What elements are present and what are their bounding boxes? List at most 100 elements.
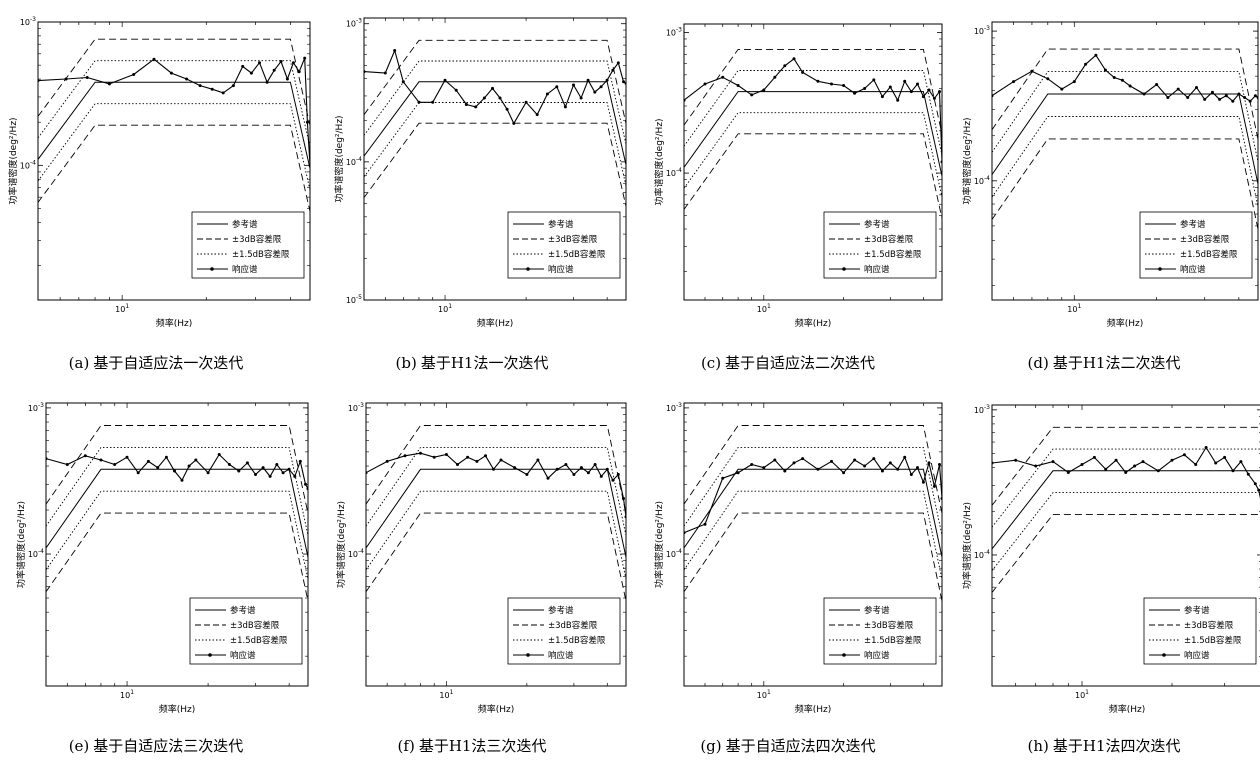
response-point [703, 82, 707, 86]
response-point [1239, 460, 1243, 464]
plot-area [364, 39, 626, 207]
panel-caption: (c) 基于自适应法二次迭代 [632, 352, 944, 373]
plot-area [992, 48, 1258, 230]
y-tick-label: 10-3 [346, 18, 362, 29]
caption-label: (f) [397, 737, 415, 755]
caption-text: 基于自适应法一次迭代 [93, 354, 244, 372]
response-point [1223, 455, 1227, 459]
response-point [1186, 96, 1190, 99]
response-line [684, 57, 942, 162]
legend-response-marker [526, 267, 530, 271]
y-tick-label: 10-4 [346, 156, 362, 167]
response-point [572, 473, 576, 476]
response-point [927, 461, 931, 465]
response-point [279, 60, 283, 63]
response-point [287, 467, 291, 471]
response-point [903, 79, 907, 83]
response-point [1084, 62, 1088, 66]
response-point [1176, 87, 1180, 91]
response-point [863, 87, 867, 90]
response-point [385, 459, 389, 463]
response-point [64, 77, 68, 81]
response-point [1253, 94, 1257, 98]
panel-caption: (h) 基于H1法四次迭代 [948, 735, 1260, 756]
response-point [611, 478, 615, 482]
response-point [1170, 458, 1174, 462]
response-point [1114, 458, 1118, 462]
response-point [536, 458, 540, 462]
upper-1p5db-line [992, 71, 1258, 162]
response-point [1046, 77, 1050, 81]
response-point [888, 85, 892, 89]
response-point [830, 82, 833, 86]
legend-response-marker [210, 267, 214, 271]
response-point [146, 459, 150, 463]
response-point [1080, 463, 1084, 466]
legend-3db-label: ±3dB容差限 [548, 620, 598, 631]
response-point [750, 93, 754, 97]
plot-frame [683, 402, 943, 687]
response-point [484, 454, 487, 458]
reference-line [364, 81, 626, 166]
response-point [586, 78, 590, 82]
response-point [169, 71, 173, 75]
response-point [624, 515, 626, 519]
response-point [830, 459, 833, 463]
response-point [1141, 460, 1145, 464]
response-point [258, 61, 261, 65]
x-axis-label: 频率(Hz) [795, 703, 832, 715]
plot-area [992, 426, 1260, 593]
response-point [863, 464, 867, 468]
plot-area [684, 425, 942, 602]
response-point [303, 56, 307, 60]
response-point [816, 467, 820, 471]
response-point [152, 57, 156, 61]
chart-svg: 10-3 10-4 10-5 101 频率(Hz) 功率谱密度(deg²/Hz) 参考谱 ±3… [333, 17, 627, 329]
response-point [366, 471, 368, 475]
response-point [916, 82, 919, 86]
response-point [1060, 87, 1064, 91]
response-point [505, 107, 509, 111]
response-point [1104, 467, 1108, 471]
legend-response-marker [526, 653, 530, 657]
response-point [927, 88, 931, 92]
plot-frame [365, 402, 627, 687]
legend-reference-label: 参考谱 [1184, 605, 1210, 616]
panel-caption: (a) 基于自适应法一次迭代 [0, 352, 312, 373]
response-point [431, 100, 435, 104]
y-tick-label: 10-4 [666, 548, 682, 559]
legend-box [507, 597, 621, 665]
plot-area [684, 48, 942, 219]
legend-3db-label: ±3dB容差限 [1180, 234, 1230, 245]
upper-3db-line [364, 39, 626, 124]
response-point [1155, 83, 1159, 86]
response-point [572, 83, 575, 87]
caption-label: (b) [395, 354, 417, 372]
response-point [853, 91, 857, 95]
legend-reference-label: 参考谱 [1180, 219, 1206, 230]
response-point [443, 78, 447, 82]
response-point [107, 82, 111, 86]
response-point [305, 120, 309, 124]
response-point [903, 455, 907, 459]
legend-1p5db-label: ±1.5dB容差限 [864, 249, 922, 260]
response-point [1051, 460, 1055, 464]
response-point [304, 482, 307, 486]
plot-area [366, 425, 626, 602]
lower-3db-line [992, 138, 1258, 230]
response-point [383, 71, 387, 75]
response-point [164, 455, 168, 459]
plot-frame [991, 404, 1260, 687]
response-point [773, 458, 777, 462]
response-point [65, 463, 69, 466]
response-point [245, 461, 249, 465]
y-axis-label: 功率谱密度(deg²/Hz) [653, 118, 665, 205]
legend-reference-label: 参考谱 [230, 605, 256, 616]
response-point [921, 95, 925, 99]
upper-1p5db-line [684, 446, 942, 536]
legend-box [507, 211, 621, 279]
response-point [773, 75, 777, 79]
response-point [272, 68, 276, 72]
x-tick-label: 101 [439, 689, 453, 700]
